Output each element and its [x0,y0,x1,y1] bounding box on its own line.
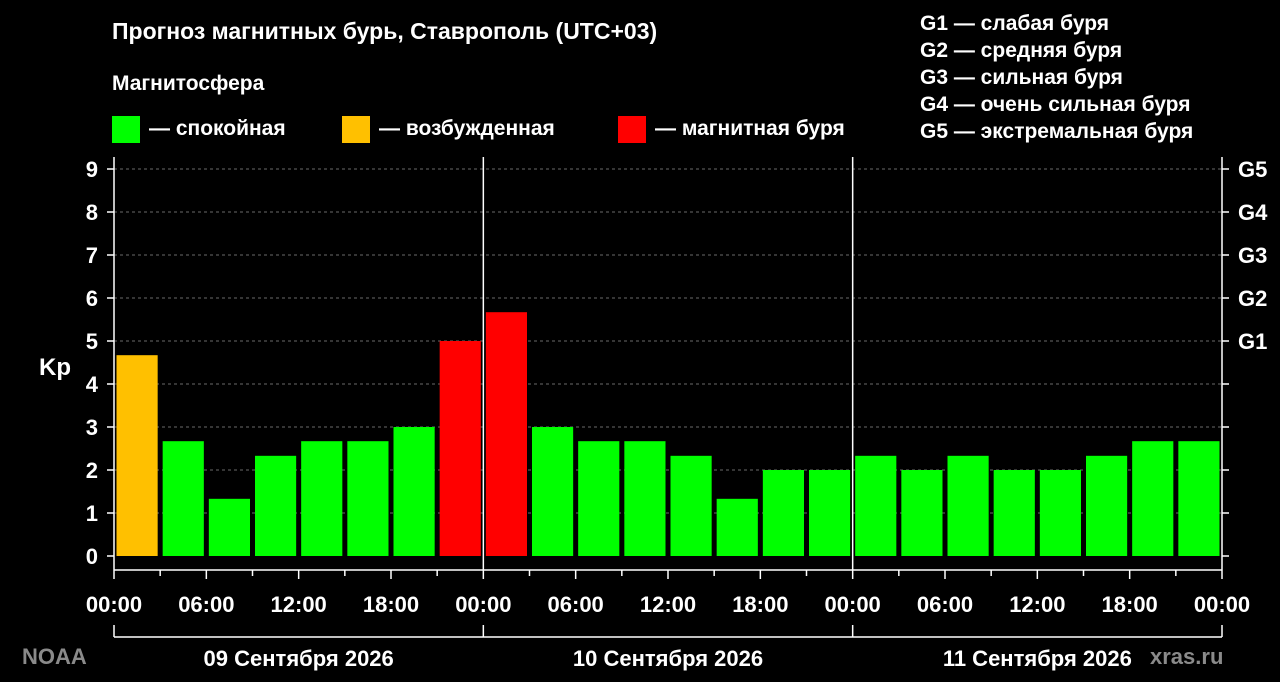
bar [901,470,943,556]
bar [1178,441,1220,556]
day-label: 10 Сентября 2026 [573,646,763,671]
bar [947,455,989,556]
g-scale-label: G5 [1238,157,1267,182]
y-tick-label: 5 [86,329,98,354]
storm-scale-g3: G3 — сильная буря [920,66,1123,89]
x-tick-label: 18:00 [1102,592,1158,617]
x-tick-label: 00:00 [455,592,511,617]
magnetosphere-label: Магнитосфера [112,72,265,95]
legend-item-active: — возбужденная [342,115,555,143]
bar [1039,470,1081,556]
y-axis-label: Kp [39,354,71,381]
bar [208,498,250,556]
bar [716,498,758,556]
storm-scale-g5: G5 — экстремальная буря [920,120,1194,143]
source-noaa: NOAA [22,644,87,669]
storm-scale-g4: G4 — очень сильная буря [920,93,1191,116]
g-scale-label: G4 [1238,200,1268,225]
bar [116,355,158,556]
g-scale-label: G3 [1238,243,1267,268]
bar [393,427,435,556]
bar [162,441,204,556]
day-label: 11 Сентября 2026 [943,646,1132,671]
x-tick-label: 06:00 [178,592,234,617]
y-tick-label: 2 [86,458,98,483]
bar [624,441,666,556]
bar [255,455,297,556]
bar [532,427,574,556]
bar [993,470,1035,556]
bar [485,312,527,556]
legend-label-active: — возбужденная [379,117,555,140]
y-tick-label: 7 [86,243,98,268]
x-tick-label: 18:00 [363,592,419,617]
legend-swatch-active [342,115,370,143]
storm-scale-g2: G2 — средняя буря [920,39,1123,62]
bar [347,441,389,556]
x-tick-label: 06:00 [917,592,973,617]
storm-scale-legend: G1 — слабая буря G2 — средняя буря G3 — … [920,10,1193,145]
bar [1132,441,1174,556]
y-tick-label: 8 [86,200,98,225]
legend-item-storm: — магнитная буря [618,115,845,143]
x-tick-label: 12:00 [1009,592,1065,617]
y-tick-label: 4 [86,372,99,397]
y-tick-label: 9 [86,157,98,182]
x-tick-label: 18:00 [732,592,788,617]
x-tick-label: 00:00 [86,592,142,617]
bar [301,441,343,556]
source-xras: xras.ru [1150,644,1224,669]
day-label: 09 Сентября 2026 [204,646,394,671]
x-tick-label: 00:00 [825,592,881,617]
bar [809,470,851,556]
x-tick-label: 12:00 [271,592,327,617]
bar [670,455,712,556]
storm-scale-g1: G1 — слабая буря [920,12,1110,35]
x-tick-label: 00:00 [1194,592,1250,617]
legend-label-quiet: — спокойная [149,117,286,140]
y-tick-label: 1 [86,501,98,526]
bar [578,441,620,556]
bar [439,341,481,556]
bar [855,455,897,556]
legend-swatch-storm [618,115,646,143]
g-scale-label: G2 [1238,286,1267,311]
page-title: Прогноз магнитных бурь, Ставрополь (UTC+… [112,18,658,44]
y-tick-label: 0 [86,544,98,569]
x-tick-label: 06:00 [548,592,604,617]
y-tick-label: 3 [86,415,98,440]
bar [1086,455,1128,556]
x-tick-label: 12:00 [640,592,696,617]
y-tick-label: 6 [86,286,98,311]
bar [762,470,804,556]
g-scale-label: G1 [1238,329,1267,354]
legend-label-storm: — магнитная буря [655,117,845,140]
legend-swatch-quiet [112,115,140,143]
legend-item-quiet: — спокойная [112,115,286,143]
